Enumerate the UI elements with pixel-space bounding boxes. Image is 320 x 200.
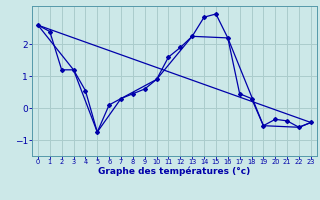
X-axis label: Graphe des températures (°c): Graphe des températures (°c)	[98, 167, 251, 176]
